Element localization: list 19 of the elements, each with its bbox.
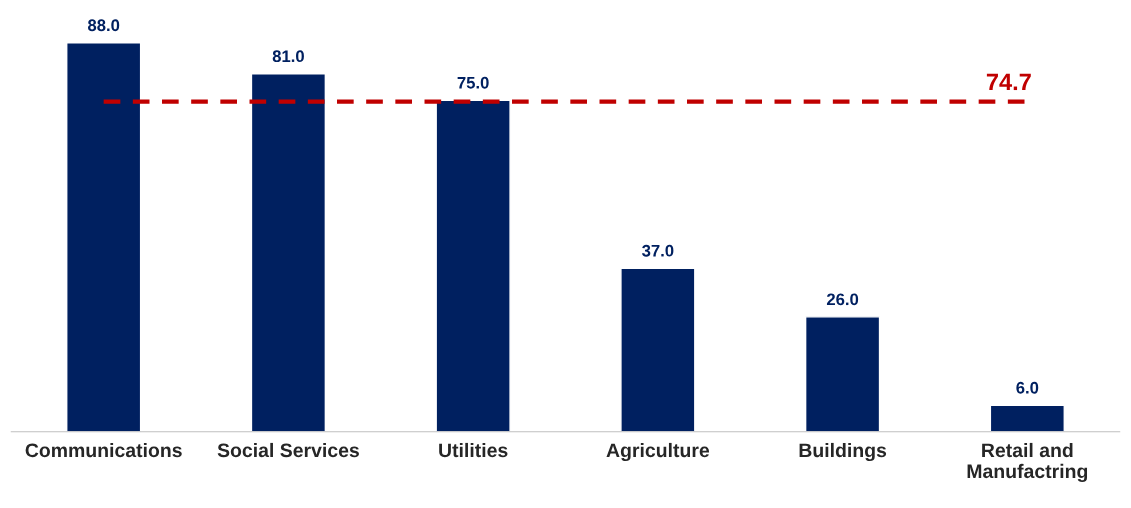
data-label: 75.0 <box>457 76 489 89</box>
data-label: 81.0 <box>272 50 304 63</box>
bar <box>804 316 881 432</box>
data-label: 6.0 <box>1016 381 1039 394</box>
data-label: 88.0 <box>87 19 120 32</box>
bar <box>66 42 142 432</box>
bar <box>435 99 511 432</box>
x-tick-label: Agriculture <box>606 442 710 462</box>
bar <box>989 404 1065 432</box>
x-tick-label: Social Services <box>217 442 359 458</box>
ref-line-label: 74.7 <box>986 73 1031 91</box>
x-tick-label: Retail and Manufactring <box>967 442 1088 483</box>
bar <box>250 73 327 432</box>
x-tick-label: Buildings <box>799 442 887 462</box>
x-tick-label: Utilities <box>439 442 508 458</box>
bar <box>620 267 696 432</box>
data-label: 37.0 <box>642 244 674 257</box>
data-label: 26.0 <box>826 293 859 306</box>
x-tick-label: Communications <box>25 442 182 458</box>
